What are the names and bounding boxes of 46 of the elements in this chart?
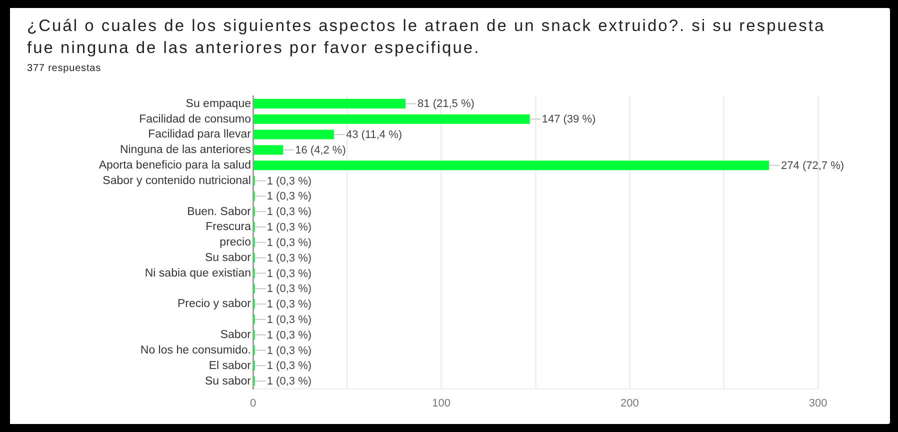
data-label: 1 (0,3 %): [266, 206, 312, 218]
bar: [254, 145, 284, 155]
data-label: 147 (39 %): [542, 114, 596, 126]
data-label: 81 (21,5 %): [418, 98, 474, 110]
data-label: 1 (0,3 %): [266, 175, 312, 188]
data-label: 16 (4,2 %): [295, 144, 346, 156]
y-tick-label: Aporta beneficio para la salud: [98, 160, 251, 172]
data-label: 1 (0,3 %): [266, 252, 312, 264]
chart-title: ¿Cuál o cuales de los siguientes aspectos le atraen de un snack extruido?. si su respuesta fue ninguna de las anteriores por favor especifique.: [27, 16, 826, 59]
data-label: 43 (11,4 %): [346, 129, 402, 142]
data-label: 1 (0,3 %): [266, 236, 312, 249]
y-tick-label: Su sabor: [204, 375, 252, 388]
y-tick-label: Ni sabia que existian: [144, 267, 251, 280]
data-label: 1 (0,3 %): [266, 376, 312, 388]
data-label: 1 (0,3 %): [266, 360, 312, 372]
data-label: 1 (0,3 %): [266, 222, 312, 234]
data-label: 1 (0,3 %): [266, 283, 312, 296]
bar: [254, 98, 406, 108]
y-tick-label: Buen. Sabor: [187, 206, 252, 218]
data-label: 1 (0,3 %): [266, 268, 312, 280]
data-label: 1 (0,3 %): [266, 329, 312, 342]
y-tick-label: El sabor: [208, 360, 252, 372]
x-tick-label: 100: [432, 397, 451, 410]
y-tick-label: Facilidad de consumo: [139, 113, 251, 126]
x-tick-label: 200: [620, 397, 639, 410]
y-tick-label: Sabor y contenido nutricional: [102, 174, 251, 187]
y-tick-label: Ninguna de las anteriores: [120, 144, 252, 156]
text: 377 respuestas: [27, 63, 101, 74]
y-tick-label: Precio y sabor: [177, 298, 252, 310]
bar: [254, 130, 334, 140]
y-tick-label: Su empaque: [186, 98, 251, 110]
y-tick-label: Sabor: [220, 329, 252, 342]
y-tick-label: No los he consumido.: [140, 344, 251, 356]
y-tick-label: precio: [220, 236, 251, 249]
data-label: 1 (0,3 %): [266, 190, 312, 203]
y-tick-label: Frescura: [206, 221, 252, 234]
data-label: 1 (0,3 %): [266, 298, 312, 311]
data-label: 274 (72,7 %): [781, 160, 844, 172]
y-tick-label: Facilidad para llevar: [148, 128, 252, 141]
data-label: 1 (0,3 %): [266, 344, 312, 357]
bar: [254, 160, 770, 170]
y-tick-label: Su sabor: [204, 252, 252, 264]
x-tick-label: 0: [250, 397, 256, 410]
x-tick-label: 300: [808, 397, 828, 410]
data-label: 1 (0,3 %): [266, 314, 312, 326]
bar: [254, 114, 530, 124]
